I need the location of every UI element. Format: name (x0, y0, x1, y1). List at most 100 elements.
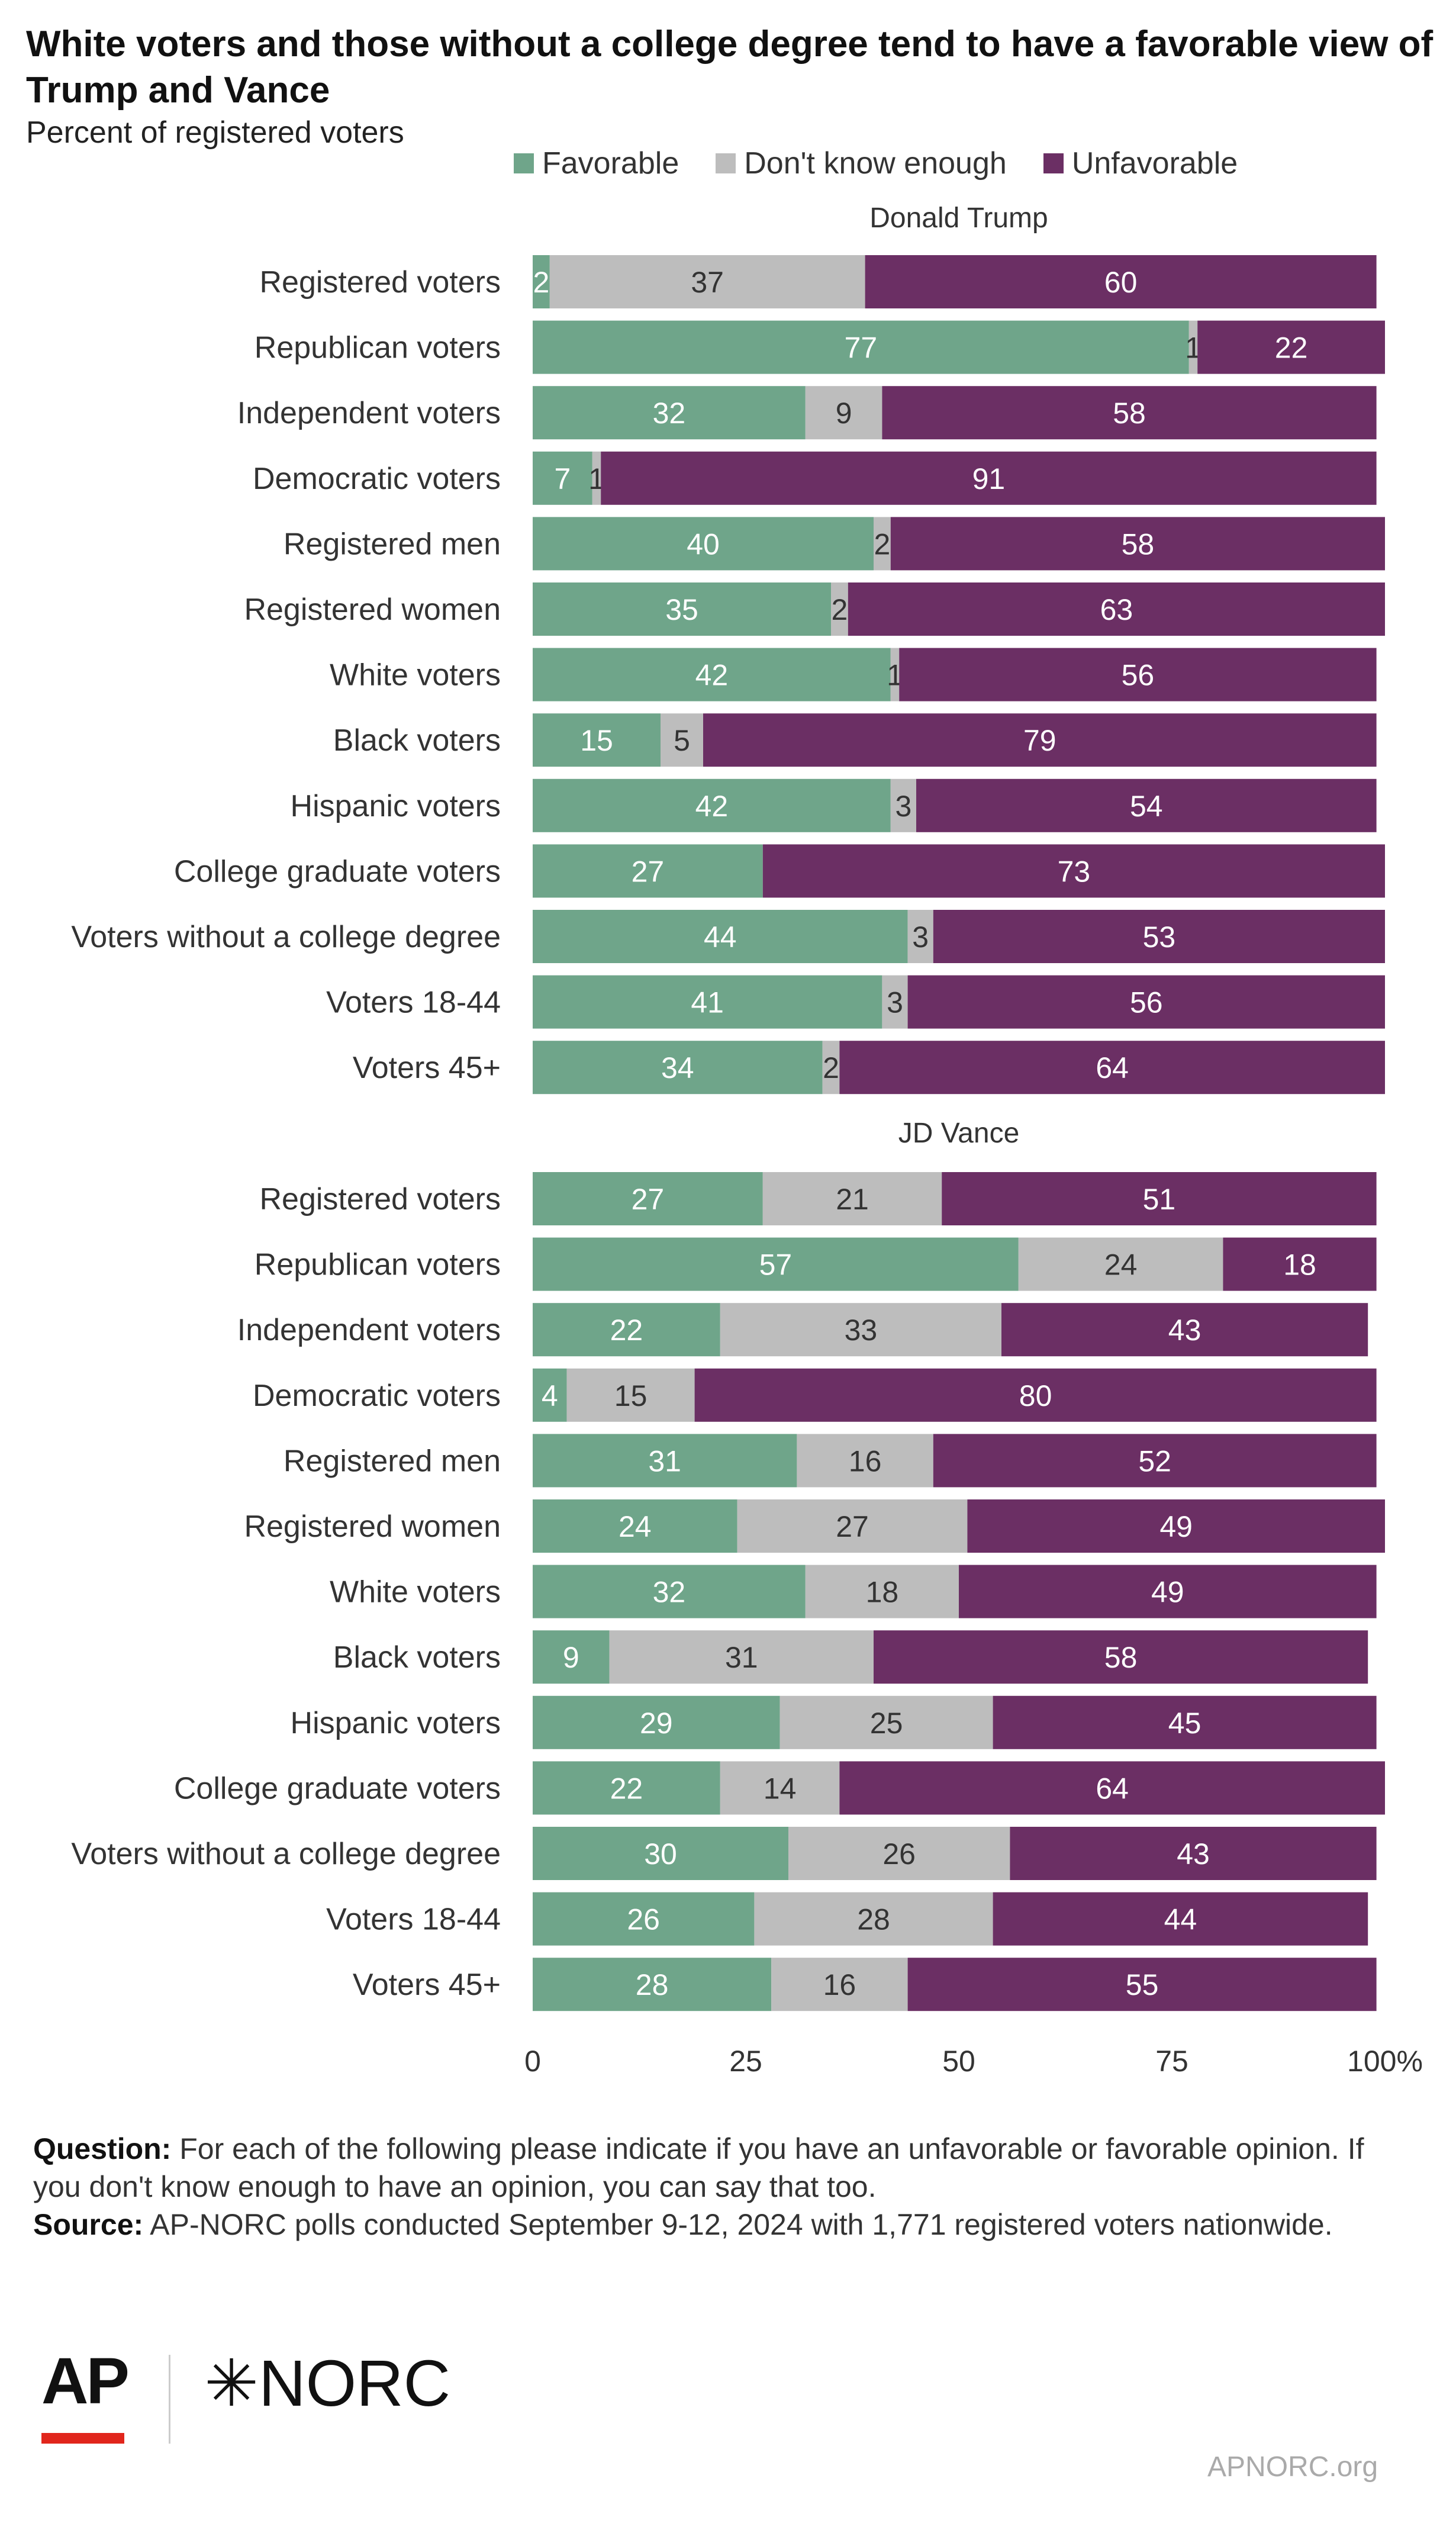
bar-unfavorable (907, 975, 1385, 1029)
category-label: Democratic voters (253, 1379, 501, 1413)
bar-unfavorable (993, 1695, 1377, 1749)
x-tick-label: 50 (942, 2045, 975, 2078)
data-label-dont-know: 27 (836, 1510, 869, 1543)
data-label-favorable: 32 (653, 397, 686, 430)
bar-unfavorable (1223, 1237, 1377, 1291)
bar-unfavorable (874, 1630, 1368, 1684)
bar-favorable (533, 451, 592, 505)
bar-dont-know (592, 451, 601, 505)
bar-unfavorable (1001, 1303, 1368, 1357)
data-label-dont-know: 31 (725, 1641, 758, 1674)
norc-logo: ✳NORC (204, 2347, 451, 2420)
bar-dont-know (661, 713, 703, 767)
bar-unfavorable (993, 1892, 1368, 1946)
question-text: For each of the following please indicat… (33, 2132, 1364, 2203)
bar-unfavorable (959, 1565, 1377, 1618)
data-label-unfavorable: 64 (1096, 1051, 1129, 1084)
data-label-dont-know: 3 (895, 790, 911, 823)
ap-logo: AP (41, 2345, 130, 2418)
data-label-unfavorable: 44 (1164, 1903, 1197, 1936)
bar-dont-know (874, 517, 891, 571)
data-label-dont-know: 5 (674, 724, 690, 757)
category-label: Registered men (284, 1444, 501, 1478)
category-label: Hispanic voters (291, 789, 501, 823)
bar-dont-know (779, 1695, 993, 1749)
data-label-favorable: 24 (619, 1510, 652, 1543)
data-label-favorable: 27 (632, 855, 665, 888)
data-label-favorable: 22 (610, 1772, 643, 1805)
bar-unfavorable (890, 517, 1385, 571)
data-label-favorable: 2 (533, 266, 549, 299)
data-label-unfavorable: 45 (1168, 1707, 1201, 1740)
data-label-unfavorable: 56 (1122, 659, 1155, 692)
bar-favorable (533, 1958, 772, 2011)
data-label-dont-know: 9 (836, 397, 852, 430)
data-label-unfavorable: 54 (1130, 790, 1163, 823)
data-label-favorable: 15 (580, 724, 613, 757)
data-label-favorable: 7 (554, 462, 571, 495)
legend-label-dont-know: Don't know enough (744, 146, 1007, 181)
chart-title: White voters and those without a college… (26, 24, 1434, 111)
source-label: Source: (33, 2208, 144, 2241)
data-label-favorable: 27 (632, 1183, 665, 1216)
category-label: Voters 18-44 (326, 986, 501, 1020)
bar-favorable (533, 1892, 755, 1946)
legend-label-unfavorable: Unfavorable (1071, 146, 1238, 181)
bar-dont-know (822, 1041, 840, 1095)
data-label-unfavorable: 60 (1104, 266, 1138, 299)
bar-dont-know (890, 648, 900, 701)
data-label-dont-know: 24 (1104, 1248, 1138, 1282)
bar-favorable (533, 1368, 567, 1422)
bar-unfavorable (907, 1958, 1377, 2011)
category-label: Voters 18-44 (326, 1903, 501, 1937)
bar-favorable (533, 255, 550, 308)
site-url: APNORC.org (1207, 2451, 1378, 2483)
data-label-unfavorable: 53 (1143, 920, 1176, 954)
bar-favorable (533, 648, 891, 701)
legend-item-dont-know: Don't know enough (716, 144, 1007, 182)
data-label-favorable: 35 (665, 593, 698, 626)
bar-dont-know (890, 778, 916, 832)
category-label: Black voters (333, 723, 501, 758)
data-label-dont-know: 16 (823, 1968, 856, 2001)
bar-dont-know (805, 1565, 959, 1618)
data-label-unfavorable: 58 (1113, 397, 1146, 430)
category-label: Independent voters (237, 396, 501, 430)
panel-title: Donald Trump (869, 202, 1048, 234)
data-label-dont-know: 3 (887, 986, 903, 1019)
data-label-unfavorable: 73 (1058, 855, 1091, 888)
bar-dont-know (720, 1761, 840, 1815)
bar-favorable (533, 1499, 737, 1553)
category-label: College graduate voters (174, 854, 501, 889)
bar-unfavorable (933, 910, 1385, 963)
question-note: Question: For each of the following plea… (33, 2130, 1412, 2206)
data-label-favorable: 40 (687, 527, 720, 561)
data-label-favorable: 41 (691, 986, 724, 1019)
legend-swatch-dont-know (716, 153, 736, 173)
category-label: Voters without a college degree (71, 1837, 501, 1871)
data-label-favorable: 31 (648, 1444, 681, 1478)
data-label-dont-know: 37 (691, 266, 724, 299)
legend-label-favorable: Favorable (542, 146, 679, 181)
data-label-unfavorable: 49 (1159, 1510, 1193, 1543)
data-label-unfavorable: 52 (1138, 1444, 1171, 1478)
bar-unfavorable (1197, 320, 1385, 374)
bar-dont-know (907, 910, 933, 963)
data-label-unfavorable: 43 (1177, 1837, 1210, 1871)
source-note: Source: AP-NORC polls conducted Septembe… (33, 2206, 1412, 2244)
bar-unfavorable (865, 255, 1377, 308)
x-tick-label: 0 (524, 2045, 541, 2078)
data-label-favorable: 22 (610, 1314, 643, 1347)
category-label: Registered women (244, 1509, 501, 1544)
data-label-favorable: 28 (636, 1968, 669, 2001)
category-label: Black voters (333, 1640, 501, 1675)
question-label: Question: (33, 2132, 172, 2165)
bar-favorable (533, 517, 874, 571)
bar-unfavorable (703, 713, 1377, 767)
bar-dont-know (1018, 1237, 1223, 1291)
data-label-dont-know: 26 (882, 1837, 916, 1871)
bar-favorable (533, 1434, 797, 1488)
bar-favorable (533, 713, 661, 767)
data-label-unfavorable: 80 (1019, 1379, 1052, 1412)
category-label: Republican voters (255, 331, 501, 365)
